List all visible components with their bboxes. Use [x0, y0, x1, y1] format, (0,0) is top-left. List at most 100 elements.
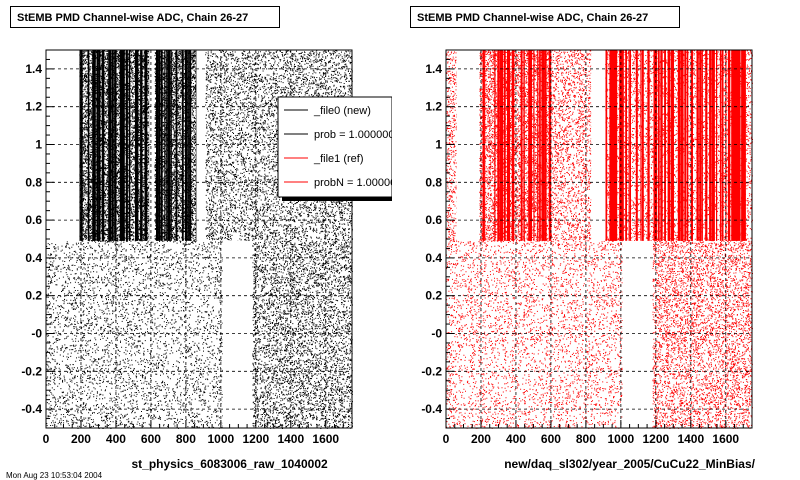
- channel-stripe: [482, 50, 485, 241]
- channel-stripe: [701, 50, 703, 241]
- channel-stripe: [98, 50, 101, 241]
- channel-stripe: [175, 50, 178, 241]
- empty-region: [149, 50, 155, 241]
- channel-stripe: [187, 50, 189, 241]
- channel-stripe: [93, 50, 96, 241]
- legend: _file0 (new) prob = 1.000000 _file1 (ref) p…: [277, 95, 406, 205]
- channel-stripe: [185, 50, 188, 241]
- y-tick-label: -0.4: [21, 402, 42, 416]
- channel-stripe: [653, 50, 656, 241]
- right-scatter-plot: 0 200 400 600 800 1000 1200 1400 1600 -0.4 -0.2 -0 0…: [421, 49, 756, 471]
- channel-stripe: [700, 50, 702, 241]
- channel-stripe: [501, 50, 504, 241]
- y-tick-label: -0.2: [421, 364, 442, 378]
- empty-region: [196, 50, 206, 241]
- y-tick-label: 0.4: [25, 251, 42, 265]
- channel-stripe: [614, 50, 618, 241]
- channel-stripe: [497, 50, 499, 241]
- channel-stripe: [137, 50, 139, 241]
- channel-stripe: [548, 50, 552, 241]
- y-tick-label: -0.2: [21, 364, 42, 378]
- channel-stripe: [126, 50, 128, 241]
- y-tick-label: 1.4: [425, 62, 442, 76]
- channel-stripe: [79, 50, 81, 241]
- y-tick-label: -0.4: [421, 402, 442, 416]
- y-tick-label: 0.8: [425, 175, 442, 189]
- empty-regions: [56, 50, 253, 428]
- legend-label: _file1 (ref): [313, 153, 364, 165]
- grid-lines: [446, 50, 752, 428]
- channel-stripe: [725, 50, 727, 241]
- x-tick-label: 800: [176, 432, 196, 446]
- channel-stripe: [670, 50, 673, 241]
- footer-timestamp: Mon Aug 23 10:53:04 2004: [6, 471, 103, 480]
- x-tick-label: 600: [541, 432, 561, 446]
- channel-stripe: [610, 50, 613, 241]
- x-tick-label: 400: [506, 432, 526, 446]
- channel-stripe: [622, 50, 624, 241]
- x-tick-label: 1600: [712, 432, 739, 446]
- channel-stripe: [87, 50, 90, 241]
- y-tick-label: 1.2: [425, 100, 442, 114]
- channel-stripe: [635, 50, 638, 241]
- x-axis-title: new/daq_sl302/year_2005/CuCu22_MinBias/: [504, 457, 755, 471]
- channel-stripe: [499, 50, 503, 241]
- channel-stripe: [691, 50, 693, 241]
- y-tick-label: 1: [35, 138, 42, 152]
- legend-label: prob = 1.000000: [314, 129, 394, 141]
- channel-stripe: [529, 50, 532, 241]
- channel-stripe: [709, 50, 712, 241]
- channel-stripe: [612, 50, 614, 241]
- x-tick-label: 1400: [277, 432, 304, 446]
- channel-stripe: [732, 50, 735, 241]
- channel-stripes: [482, 50, 746, 241]
- channel-stripe: [530, 50, 532, 241]
- right-chart-title: StEMB PMD Channel-wise ADC, Chain 26-27: [410, 6, 680, 28]
- channel-stripe: [605, 50, 608, 241]
- empty-region: [622, 240, 653, 428]
- channel-stripe: [734, 50, 736, 241]
- channel-stripe: [668, 50, 671, 241]
- channel-stripe: [628, 50, 630, 241]
- channel-stripe: [156, 50, 159, 241]
- channel-stripe: [503, 50, 506, 241]
- channel-stripe: [113, 50, 115, 241]
- channel-stripe: [512, 50, 515, 241]
- channel-stripe: [520, 50, 523, 241]
- channel-stripe: [108, 50, 111, 241]
- y-axis: -0.4 -0.2 -0 0.2 0.4 0.6 0.8 1 1.2 1.4: [421, 49, 454, 429]
- y-tick-label: 0.2: [25, 289, 42, 303]
- channel-stripe: [721, 50, 724, 241]
- channel-stripe: [684, 50, 687, 241]
- channel-stripe: [158, 50, 161, 241]
- channel-stripe: [102, 50, 105, 241]
- channel-stripe: [508, 50, 510, 241]
- x-tick-label: 1200: [642, 432, 669, 446]
- channel-stripe: [533, 50, 535, 241]
- channel-stripe: [664, 50, 666, 241]
- channel-stripe: [128, 50, 131, 241]
- channel-stripe: [160, 50, 163, 241]
- channel-stripe: [657, 50, 660, 241]
- empty-region: [456, 50, 480, 241]
- channel-stripe: [541, 50, 543, 241]
- x-tick-label: 0: [443, 432, 450, 446]
- channel-stripe: [135, 50, 138, 241]
- empty-region: [56, 50, 80, 241]
- channel-stripe: [738, 50, 741, 241]
- empty-region: [591, 50, 606, 241]
- channel-stripe: [494, 50, 496, 241]
- channel-stripe: [713, 50, 715, 241]
- channel-stripe: [507, 50, 509, 241]
- channel-stripe: [736, 50, 739, 241]
- channel-stripe: [710, 50, 712, 241]
- x-tick-label: 1200: [242, 432, 269, 446]
- data-points: [446, 50, 753, 429]
- x-axis: 0 200 400 600 800 1000 1200 1400 1600: [43, 420, 353, 446]
- channel-stripe: [111, 50, 114, 241]
- channel-stripe: [648, 50, 650, 241]
- channel-stripe: [699, 50, 701, 241]
- legend-clip: [392, 95, 406, 205]
- channel-stripe: [542, 50, 545, 241]
- channel-stripe: [145, 50, 148, 241]
